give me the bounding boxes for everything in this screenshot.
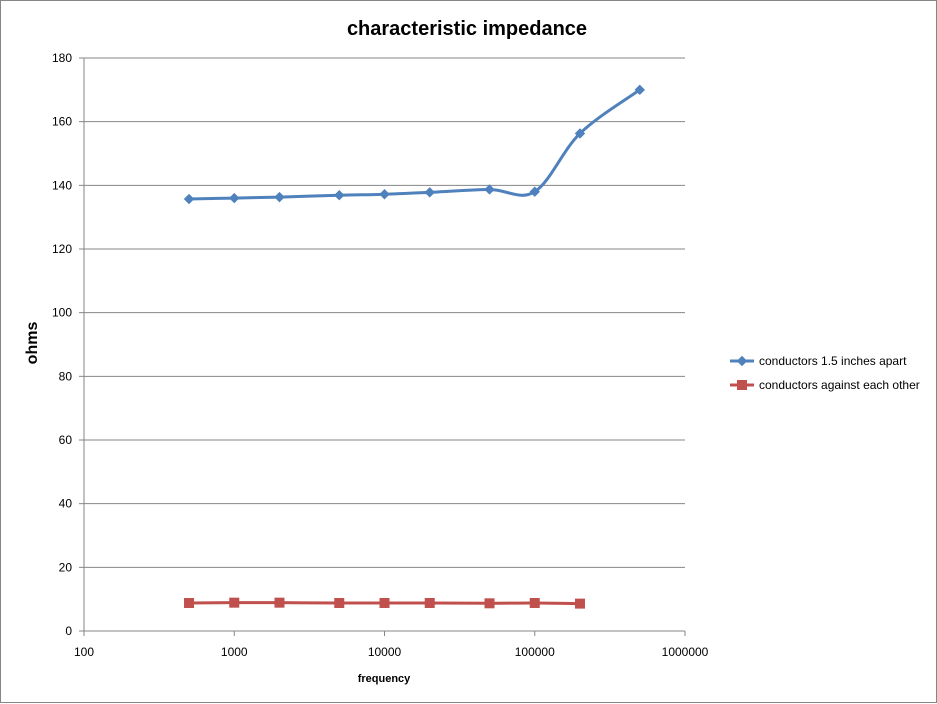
series-1 (183, 84, 645, 205)
data-point (529, 597, 540, 608)
data-point (229, 192, 240, 204)
gridlines (84, 57, 685, 568)
y-tick-label: 160 (52, 115, 72, 129)
series-layer (183, 84, 645, 609)
data-point (274, 191, 285, 203)
y-axis-title: ohms (24, 322, 41, 365)
legend-marker (736, 355, 748, 367)
y-tick-label: 20 (59, 560, 73, 574)
y-tick-label: 120 (52, 242, 72, 256)
x-tick-label: 1000 (221, 645, 248, 659)
legend-item-1: conductors 1.5 inches apart (730, 354, 907, 368)
series-line (188, 88, 641, 201)
y-tick-label: 100 (52, 306, 72, 320)
series-2 (184, 597, 585, 609)
y-tick-label: 180 (52, 51, 72, 65)
data-point (424, 187, 435, 198)
y-tick-label: 80 (59, 369, 73, 383)
x-tick-label: 100000 (515, 645, 555, 659)
y-tick-label: 40 (59, 497, 73, 511)
data-point (484, 598, 495, 609)
y-tick-label: 0 (65, 624, 72, 638)
x-tick-label: 1000000 (662, 645, 709, 659)
chart-title: characteristic impedance (347, 18, 587, 40)
y-tick-label: 60 (59, 433, 73, 447)
data-point (229, 597, 240, 608)
data-point (334, 189, 345, 201)
data-point (529, 186, 540, 197)
data-point (274, 597, 285, 608)
x-tick-label: 10000 (368, 645, 402, 659)
legend-label: conductors 1.5 inches apart (759, 354, 907, 368)
y-tick-label: 140 (52, 178, 72, 192)
data-point (184, 597, 195, 608)
x-axis-title: frequency (358, 673, 411, 685)
data-point (574, 598, 585, 609)
data-point (379, 189, 390, 200)
legend: conductors 1.5 inches apart conductors ag… (730, 354, 920, 392)
legend-item-2: conductors against each other (730, 378, 920, 392)
data-point (334, 597, 345, 608)
legend-label: conductors against each other (759, 378, 920, 392)
data-point (484, 184, 495, 195)
legend-marker (737, 380, 747, 390)
data-point (379, 597, 390, 608)
data-point (424, 597, 435, 608)
tick-labels: 0 20 40 60 80 100 120 140 160 180 100 1000 10000 1000… (52, 51, 709, 659)
x-tick-label: 100 (74, 645, 94, 659)
data-point (634, 84, 645, 96)
data-point (183, 193, 195, 205)
axes (79, 57, 686, 636)
data-point (574, 128, 586, 139)
